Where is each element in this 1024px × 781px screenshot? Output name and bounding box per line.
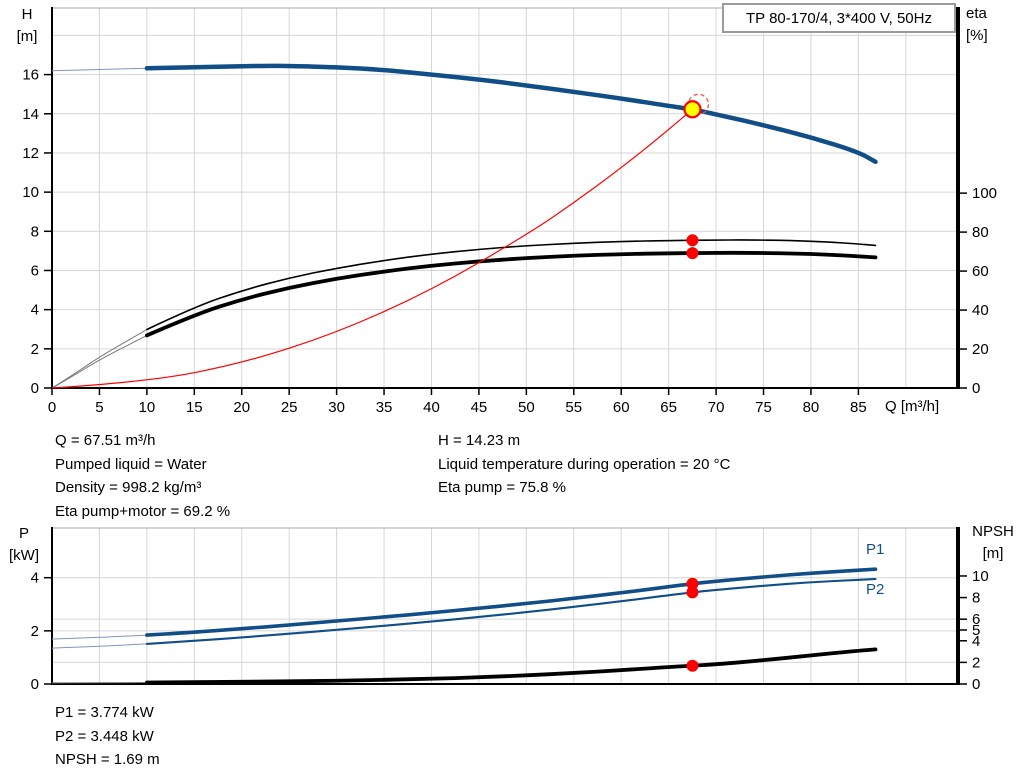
y-right-tick-label: 0: [972, 676, 980, 693]
npsh-axis-unit: [m]: [982, 545, 1004, 562]
duty-point[interactable]: [683, 100, 702, 119]
x-tick-label: 35: [376, 399, 393, 416]
result-npsh: NPSH = 1.69 m: [55, 751, 160, 768]
result-block-bottom: P1 = 3.774 kW P2 = 3.448 kW NPSH = 1.69 …: [55, 701, 160, 772]
x-tick-label: 20: [233, 399, 250, 416]
pump-type-label: TP 80-170/4, 3*400 V, 50Hz: [746, 9, 932, 27]
result-density: Density = 998.2 kg/m³: [55, 479, 202, 496]
x-tick-label: 10: [139, 399, 156, 416]
eta-axis-title: eta [%]: [966, 3, 1018, 47]
eta-pump-curve-start: [51, 329, 148, 389]
y-right-tick-label: 5: [972, 622, 980, 639]
y-right-tick-label: 10: [972, 568, 989, 585]
pump-type-box: TP 80-170/4, 3*400 V, 50Hz: [722, 3, 956, 33]
result-block-left: Q = 67.51 m³/h Pumped liquid = Water Den…: [55, 429, 230, 523]
y-left-tick-label: 8: [31, 223, 39, 240]
p1-curve-start: [51, 634, 147, 640]
p2-curve-start: [51, 643, 147, 649]
x-tick-label: 70: [708, 399, 725, 416]
eta-pump-motor-curve-start: [51, 334, 148, 389]
x-tick-label: 5: [95, 399, 103, 416]
eta-axis-unit: [%]: [966, 27, 988, 44]
x-tick-label: 40: [423, 399, 440, 416]
system-curve: [51, 108, 694, 389]
y-right-tick-label: 60: [972, 263, 989, 280]
y-right-tick-label: 2: [972, 654, 980, 671]
npsh-dot: [686, 659, 699, 672]
p2-dot: [686, 586, 699, 599]
y-left-tick-label: 2: [31, 623, 39, 640]
y-right-tick-label: 6: [972, 611, 980, 628]
y-left-tick-label: 14: [22, 106, 39, 123]
y-left-tick-label: 4: [31, 302, 39, 319]
x-tick-label: 30: [328, 399, 345, 416]
q-axis-title: Q [m³/h]: [885, 398, 940, 415]
y-left-tick-label: 10: [22, 184, 39, 201]
x-tick-label: 25: [281, 399, 298, 416]
result-eta-pump: Eta pump = 75.8 %: [438, 479, 566, 496]
npsh-axis-label: NPSH: [972, 523, 1014, 540]
eta-pump-motor-curve: [145, 250, 878, 338]
p1-curve: [145, 567, 878, 637]
result-pumped-liquid: Pumped liquid = Water: [55, 455, 207, 473]
head-curve-start: [51, 67, 147, 72]
y-right-tick-label: 40: [972, 302, 989, 319]
eta-pump-curve: [146, 239, 877, 331]
p-axis-unit: [kW]: [9, 547, 39, 564]
x-tick-label: 55: [565, 399, 582, 416]
eta-axis-label: eta: [966, 5, 987, 22]
p2-curve-label: P2: [866, 581, 885, 598]
h-axis-label: H: [21, 6, 33, 23]
result-liquid-temperature: Liquid temperature during operation = 20…: [438, 455, 731, 473]
y-left-tick-label: 4: [31, 570, 39, 587]
result-p2: P2 = 3.448 kW: [55, 727, 154, 745]
x-tick-label: 65: [660, 399, 677, 416]
eta-pump-dot: [686, 234, 699, 247]
y-left-tick-label: 0: [31, 676, 39, 693]
y-right-tick-label: 20: [972, 341, 989, 358]
x-tick-label: 75: [755, 399, 772, 416]
h-axis-title: H [m]: [6, 4, 48, 48]
y-left-tick-label: 6: [31, 262, 39, 279]
y-left-tick-label: 0: [31, 380, 39, 397]
x-tick-label: 45: [471, 399, 488, 416]
x-tick-label: 15: [186, 399, 203, 416]
result-p1: P1 = 3.774 kW: [55, 704, 154, 721]
y-right-tick-label: 0: [972, 380, 980, 397]
y-right-tick-label: 100: [972, 185, 997, 202]
y-left-tick-label: 12: [22, 145, 39, 162]
y-right-tick-label: 8: [972, 590, 980, 607]
result-h: H = 14.23 m: [438, 432, 521, 449]
x-tick-label: 80: [803, 399, 820, 416]
y-left-tick-label: 16: [22, 67, 39, 84]
p2-curve: [145, 577, 877, 645]
y-right-tick-label: 4: [972, 633, 980, 650]
y-left-tick-label: 2: [31, 341, 39, 358]
npsh-curve: [145, 647, 878, 685]
x-tick-label: 60: [613, 399, 630, 416]
result-q: Q = 67.51 m³/h: [55, 432, 156, 449]
p-axis-label: P: [18, 525, 29, 542]
p-axis-title: P [kW]: [2, 523, 46, 567]
p1-curve-label: P1: [866, 541, 885, 558]
npsh-axis-title: NPSH [m]: [962, 521, 1024, 565]
p1-dot: [686, 577, 699, 590]
head-curve: [144, 63, 878, 165]
x-tick-label: 85: [850, 399, 867, 416]
x-tick-label: 0: [48, 399, 56, 416]
h-axis-unit: [m]: [16, 28, 38, 45]
result-eta-pump-motor: Eta pump+motor = 69.2 %: [55, 502, 231, 520]
result-block-right: H = 14.23 m Liquid temperature during op…: [438, 429, 730, 500]
y-right-tick-label: 80: [972, 224, 989, 241]
eta-pump-motor-dot: [686, 247, 699, 260]
x-tick-label: 50: [518, 399, 535, 416]
